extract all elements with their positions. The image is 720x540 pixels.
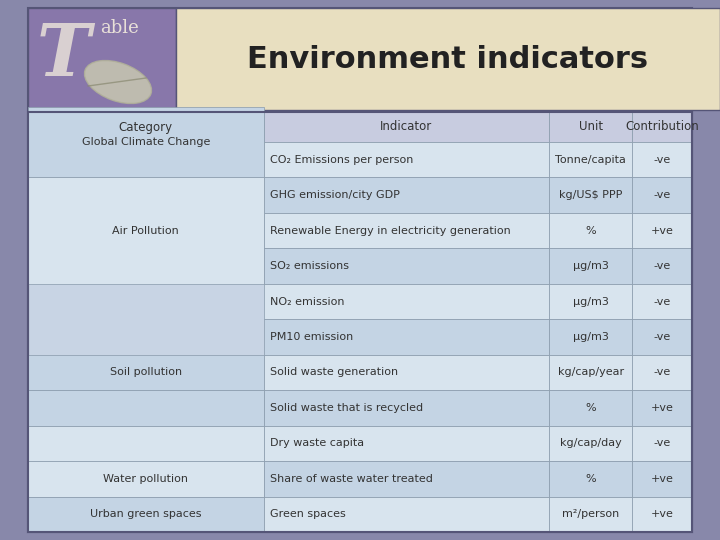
FancyBboxPatch shape: [28, 178, 264, 284]
FancyBboxPatch shape: [264, 497, 549, 532]
FancyBboxPatch shape: [264, 112, 549, 142]
Text: T: T: [36, 19, 90, 91]
FancyBboxPatch shape: [264, 284, 549, 319]
Text: μg/m3: μg/m3: [573, 296, 608, 307]
Text: μg/m3: μg/m3: [573, 261, 608, 271]
FancyBboxPatch shape: [549, 178, 632, 213]
FancyBboxPatch shape: [549, 390, 632, 426]
Ellipse shape: [84, 60, 151, 104]
FancyBboxPatch shape: [632, 461, 692, 497]
Text: Global Climate Change: Global Climate Change: [81, 137, 210, 147]
FancyBboxPatch shape: [549, 213, 632, 248]
Text: Solid waste generation: Solid waste generation: [270, 367, 398, 377]
Text: %: %: [585, 226, 596, 235]
Text: -ve: -ve: [654, 190, 671, 200]
Text: -ve: -ve: [654, 155, 671, 165]
FancyBboxPatch shape: [28, 390, 264, 426]
FancyBboxPatch shape: [632, 142, 692, 178]
FancyBboxPatch shape: [28, 8, 176, 110]
Text: Dry waste capita: Dry waste capita: [270, 438, 364, 448]
Text: kg/cap/day: kg/cap/day: [560, 438, 621, 448]
FancyBboxPatch shape: [549, 461, 632, 497]
Text: Soil pollution: Soil pollution: [109, 367, 182, 377]
FancyBboxPatch shape: [264, 355, 549, 390]
Text: %: %: [585, 403, 596, 413]
Text: Indicator: Indicator: [380, 120, 433, 133]
FancyBboxPatch shape: [28, 8, 692, 532]
FancyBboxPatch shape: [632, 112, 692, 142]
FancyBboxPatch shape: [549, 497, 632, 532]
FancyBboxPatch shape: [632, 355, 692, 390]
Text: +ve: +ve: [651, 226, 673, 235]
Text: Urban green spaces: Urban green spaces: [90, 509, 202, 519]
Text: Tonne/capita: Tonne/capita: [555, 155, 626, 165]
Text: -ve: -ve: [654, 332, 671, 342]
FancyBboxPatch shape: [632, 426, 692, 461]
FancyBboxPatch shape: [264, 319, 549, 355]
Text: Air Pollution: Air Pollution: [112, 226, 179, 235]
FancyBboxPatch shape: [28, 461, 264, 497]
Text: Environment indicators: Environment indicators: [248, 44, 649, 73]
FancyBboxPatch shape: [632, 178, 692, 213]
Text: +ve: +ve: [651, 509, 673, 519]
Text: Water pollution: Water pollution: [104, 474, 189, 484]
FancyBboxPatch shape: [28, 355, 264, 390]
FancyBboxPatch shape: [264, 461, 549, 497]
FancyBboxPatch shape: [549, 284, 632, 319]
Text: Contribution: Contribution: [625, 120, 699, 133]
FancyBboxPatch shape: [264, 390, 549, 426]
FancyBboxPatch shape: [632, 390, 692, 426]
Text: PM10 emission: PM10 emission: [270, 332, 353, 342]
FancyBboxPatch shape: [632, 248, 692, 284]
FancyBboxPatch shape: [549, 142, 632, 178]
FancyBboxPatch shape: [264, 178, 549, 213]
Text: -ve: -ve: [654, 438, 671, 448]
FancyBboxPatch shape: [28, 497, 264, 532]
Text: Renewable Energy in electricity generation: Renewable Energy in electricity generati…: [270, 226, 510, 235]
FancyBboxPatch shape: [632, 213, 692, 248]
Text: able: able: [100, 19, 139, 37]
Text: Green spaces: Green spaces: [270, 509, 346, 519]
Text: %: %: [585, 474, 596, 484]
Text: kg/US$ PPP: kg/US$ PPP: [559, 190, 622, 200]
FancyBboxPatch shape: [28, 426, 264, 461]
FancyBboxPatch shape: [632, 497, 692, 532]
FancyBboxPatch shape: [28, 213, 264, 248]
Text: NO₂ emission: NO₂ emission: [270, 296, 344, 307]
Text: -ve: -ve: [654, 367, 671, 377]
FancyBboxPatch shape: [549, 426, 632, 461]
Text: +ve: +ve: [651, 474, 673, 484]
FancyBboxPatch shape: [549, 248, 632, 284]
FancyBboxPatch shape: [176, 8, 720, 110]
FancyBboxPatch shape: [632, 319, 692, 355]
Text: Unit: Unit: [579, 120, 603, 133]
Text: -ve: -ve: [654, 296, 671, 307]
Text: m²/person: m²/person: [562, 509, 619, 519]
FancyBboxPatch shape: [549, 319, 632, 355]
Text: μg/m3: μg/m3: [573, 332, 608, 342]
FancyBboxPatch shape: [28, 106, 264, 178]
FancyBboxPatch shape: [632, 284, 692, 319]
Text: kg/cap/year: kg/cap/year: [558, 367, 624, 377]
Text: GHG emission/city GDP: GHG emission/city GDP: [270, 190, 400, 200]
Text: CO₂ Emissions per person: CO₂ Emissions per person: [270, 155, 413, 165]
FancyBboxPatch shape: [264, 213, 549, 248]
Text: Category: Category: [119, 120, 173, 133]
FancyBboxPatch shape: [549, 112, 632, 142]
FancyBboxPatch shape: [264, 142, 549, 178]
Text: Share of waste water treated: Share of waste water treated: [270, 474, 433, 484]
Text: -ve: -ve: [654, 261, 671, 271]
FancyBboxPatch shape: [28, 112, 264, 142]
Text: +ve: +ve: [651, 403, 673, 413]
Text: Solid waste that is recycled: Solid waste that is recycled: [270, 403, 423, 413]
FancyBboxPatch shape: [264, 426, 549, 461]
FancyBboxPatch shape: [264, 248, 549, 284]
Text: SO₂ emissions: SO₂ emissions: [270, 261, 348, 271]
FancyBboxPatch shape: [549, 355, 632, 390]
